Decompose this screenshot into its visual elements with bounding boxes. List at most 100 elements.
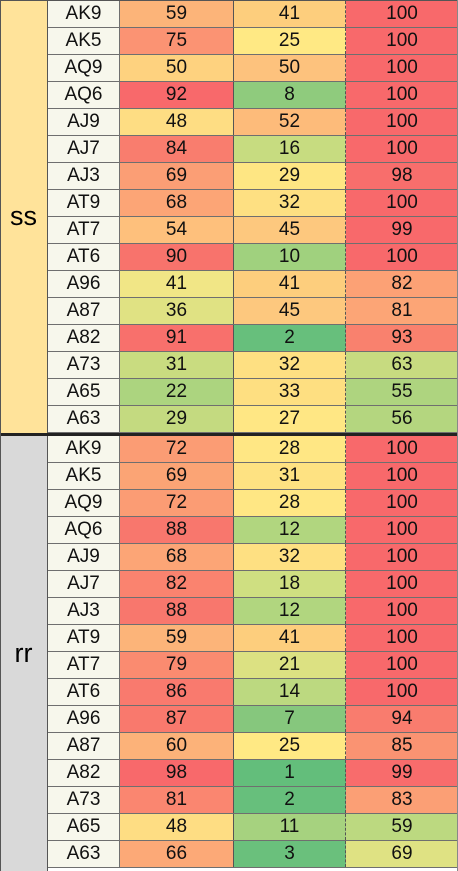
hand-cell: A63 [48, 406, 120, 432]
hand-cell: AJ9 [48, 544, 120, 570]
value-a-cell: 79 [120, 652, 234, 678]
table-row: A87 36 45 81 [48, 298, 458, 325]
table-row: AJ9 68 32 100 [48, 544, 458, 571]
table-row: AJ7 84 16 100 [48, 136, 458, 163]
table-row: AJ9 48 52 100 [48, 109, 458, 136]
value-c-cell: 100 [346, 55, 458, 81]
hand-cell: AJ9 [48, 109, 120, 135]
value-c-cell: 100 [346, 544, 458, 570]
value-b-cell: 29 [234, 163, 346, 189]
value-a-cell: 54 [120, 217, 234, 243]
hand-cell: A82 [48, 760, 120, 786]
value-a-cell: 81 [120, 787, 234, 813]
value-b-cell: 25 [234, 733, 346, 759]
table-row: A82 98 1 99 [48, 760, 458, 787]
value-c-cell: 100 [346, 1, 458, 27]
value-a-cell: 29 [120, 406, 234, 432]
value-b-cell: 32 [234, 544, 346, 570]
value-c-cell: 100 [346, 109, 458, 135]
value-c-cell: 100 [346, 463, 458, 489]
value-a-cell: 66 [120, 841, 234, 867]
table-row: AT7 54 45 99 [48, 217, 458, 244]
table-row: AK5 69 31 100 [48, 463, 458, 490]
group-label: ss [0, 0, 48, 433]
value-a-cell: 84 [120, 136, 234, 162]
value-a-cell: 48 [120, 109, 234, 135]
value-b-cell: 7 [234, 706, 346, 732]
hand-cell: AT7 [48, 217, 120, 243]
value-c-cell: 100 [346, 679, 458, 705]
value-a-cell: 68 [120, 544, 234, 570]
value-b-cell: 25 [234, 28, 346, 54]
table-row: A63 66 3 69 [48, 841, 458, 868]
hand-cell: AT9 [48, 625, 120, 651]
value-c-cell: 100 [346, 517, 458, 543]
value-a-cell: 86 [120, 679, 234, 705]
value-b-cell: 12 [234, 517, 346, 543]
value-b-cell: 52 [234, 109, 346, 135]
table-row: A73 31 32 63 [48, 352, 458, 379]
table-row: AQ6 92 8 100 [48, 82, 458, 109]
value-c-cell: 94 [346, 706, 458, 732]
table-row: AK5 75 25 100 [48, 28, 458, 55]
value-b-cell: 41 [234, 625, 346, 651]
value-c-cell: 98 [346, 163, 458, 189]
value-a-cell: 75 [120, 28, 234, 54]
table-row: AK9 72 28 100 [48, 436, 458, 463]
value-a-cell: 72 [120, 490, 234, 516]
value-a-cell: 22 [120, 379, 234, 405]
table-row: AT6 90 10 100 [48, 244, 458, 271]
value-c-cell: 93 [346, 325, 458, 351]
hand-cell: AT7 [48, 652, 120, 678]
hand-cell: A73 [48, 352, 120, 378]
value-c-cell: 100 [346, 82, 458, 108]
hand-cell: AT9 [48, 190, 120, 216]
value-b-cell: 31 [234, 463, 346, 489]
hand-cell: A87 [48, 298, 120, 324]
value-b-cell: 32 [234, 190, 346, 216]
table-row: AQ9 50 50 100 [48, 55, 458, 82]
value-c-cell: 55 [346, 379, 458, 405]
value-a-cell: 69 [120, 163, 234, 189]
table-row: A96 41 41 82 [48, 271, 458, 298]
value-b-cell: 11 [234, 814, 346, 840]
value-c-cell: 63 [346, 352, 458, 378]
value-c-cell: 99 [346, 760, 458, 786]
hand-cell: A82 [48, 325, 120, 351]
hand-cell: AQ6 [48, 82, 120, 108]
hand-cell: A65 [48, 814, 120, 840]
value-c-cell: 83 [346, 787, 458, 813]
value-b-cell: 14 [234, 679, 346, 705]
table-row: AT9 59 41 100 [48, 625, 458, 652]
value-b-cell: 41 [234, 1, 346, 27]
hand-cell: AJ3 [48, 163, 120, 189]
table-row: AQ9 72 28 100 [48, 490, 458, 517]
value-a-cell: 90 [120, 244, 234, 270]
group-divider [0, 433, 458, 436]
value-a-cell: 36 [120, 298, 234, 324]
hand-cell: AQ9 [48, 55, 120, 81]
value-c-cell: 85 [346, 733, 458, 759]
table-top-border [0, 0, 458, 1]
hand-cell: A63 [48, 841, 120, 867]
value-a-cell: 41 [120, 271, 234, 297]
value-a-cell: 88 [120, 598, 234, 624]
group-label: rr [0, 436, 48, 871]
value-a-cell: 68 [120, 190, 234, 216]
value-c-cell: 100 [346, 136, 458, 162]
hand-cell: AK5 [48, 463, 120, 489]
value-b-cell: 3 [234, 841, 346, 867]
value-c-cell: 100 [346, 490, 458, 516]
value-a-cell: 50 [120, 55, 234, 81]
table-row: AK9 59 41 100 [48, 1, 458, 28]
table-row: A96 87 7 94 [48, 706, 458, 733]
value-b-cell: 12 [234, 598, 346, 624]
value-c-cell: 81 [346, 298, 458, 324]
value-c-cell: 100 [346, 28, 458, 54]
value-b-cell: 33 [234, 379, 346, 405]
table-row: AT6 86 14 100 [48, 679, 458, 706]
hand-cell: A96 [48, 271, 120, 297]
value-b-cell: 8 [234, 82, 346, 108]
table-row: A65 22 33 55 [48, 379, 458, 406]
value-a-cell: 59 [120, 625, 234, 651]
